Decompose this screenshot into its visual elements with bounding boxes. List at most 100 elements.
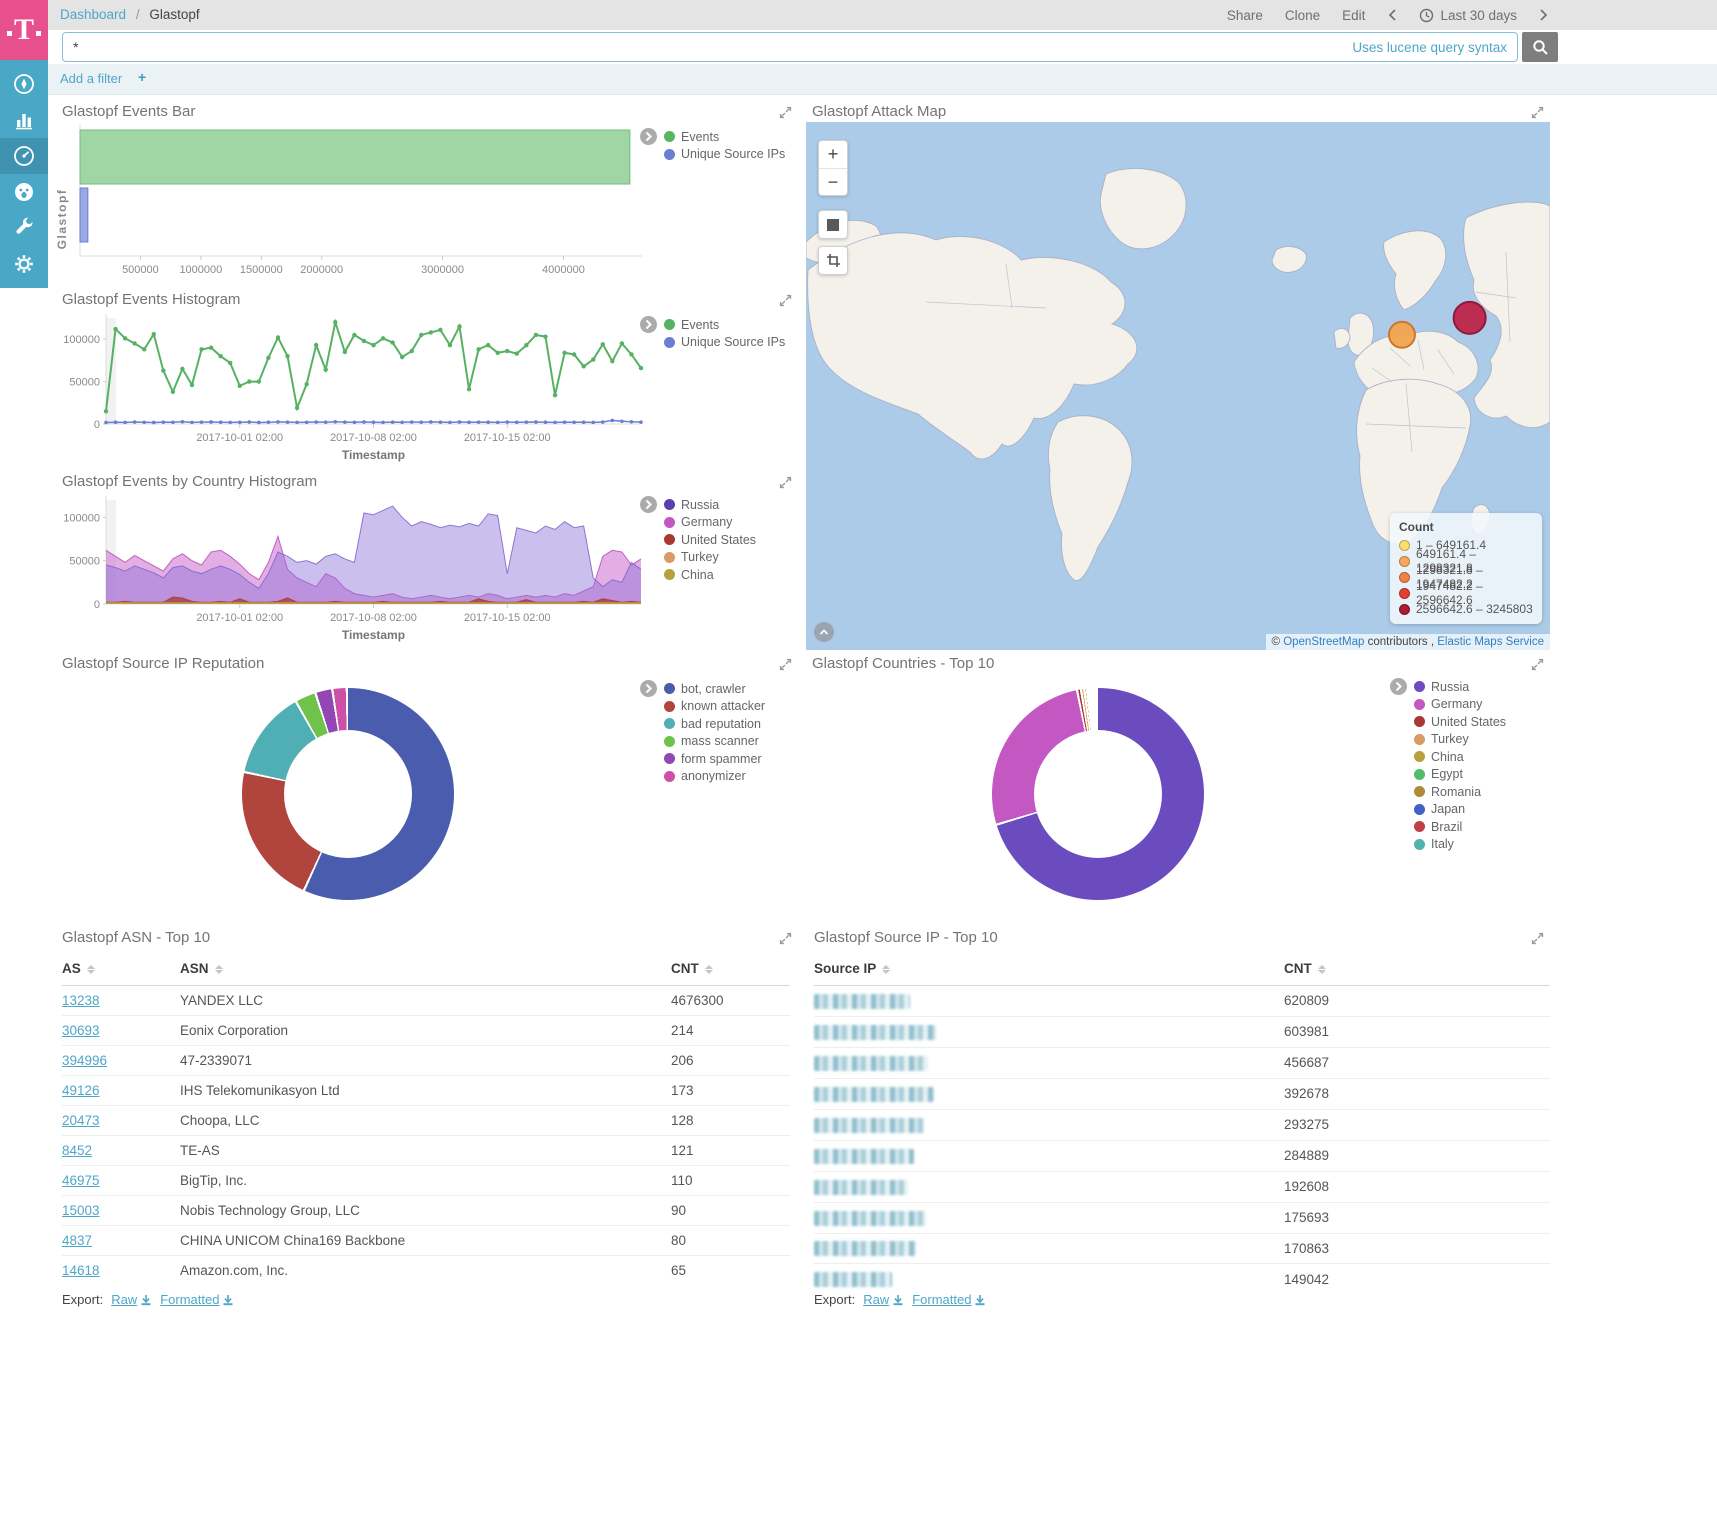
as-number-link[interactable]: 13238 <box>62 993 100 1008</box>
legend-item[interactable]: bot, crawler <box>664 680 765 698</box>
legend-item[interactable]: bad reputation <box>664 715 765 733</box>
sidebar-item-dashboard[interactable] <box>0 138 48 174</box>
search-button[interactable] <box>1522 32 1558 62</box>
legend-item[interactable]: Events <box>664 316 785 334</box>
export-formatted-link[interactable]: Formatted <box>160 1292 234 1307</box>
expand-icon[interactable] <box>779 932 792 945</box>
column-header-as[interactable]: AS <box>62 954 180 986</box>
legend-item[interactable]: Germany <box>1414 696 1506 714</box>
legend-toggle[interactable] <box>1390 678 1407 695</box>
as-number-link[interactable]: 8452 <box>62 1143 93 1158</box>
expand-icon[interactable] <box>1531 658 1544 671</box>
openstreetmap-link[interactable]: OpenStreetMap <box>1283 636 1365 648</box>
as-number-link[interactable]: 49126 <box>62 1083 100 1098</box>
export-raw-link[interactable]: Raw <box>111 1292 152 1307</box>
wrench-icon <box>16 217 33 234</box>
as-number-link[interactable]: 46975 <box>62 1173 100 1188</box>
as-number-link[interactable]: 394996 <box>62 1053 108 1068</box>
expand-icon[interactable] <box>1531 106 1544 119</box>
sort-icon[interactable] <box>214 964 223 974</box>
panel-title: Glastopf Source IP - Top 10 <box>814 929 998 946</box>
sort-icon[interactable] <box>86 964 95 974</box>
sidebar-item-monitoring[interactable] <box>0 174 48 210</box>
legend-item[interactable]: Egypt <box>1414 766 1506 784</box>
legend-item[interactable]: anonymizer <box>664 768 765 786</box>
legend-item[interactable]: Romania <box>1414 783 1506 801</box>
expand-icon[interactable] <box>779 476 792 489</box>
attack-point-western-russia[interactable] <box>1452 300 1487 335</box>
redacted-source-ip <box>814 1117 924 1133</box>
legend-item[interactable]: mass scanner <box>664 733 765 751</box>
legend-toggle[interactable] <box>640 316 657 333</box>
sort-icon[interactable] <box>704 964 713 974</box>
sort-icon[interactable] <box>882 964 891 974</box>
legend-toggle[interactable] <box>640 128 657 145</box>
legend-item[interactable]: Russia <box>1414 678 1506 696</box>
legend-item[interactable]: known attacker <box>664 698 765 716</box>
legend-item[interactable]: Unique Source IPs <box>664 334 785 352</box>
query-input[interactable]: * Uses lucene query syntax <box>62 32 1518 62</box>
column-header-cnt[interactable]: CNT <box>671 954 790 986</box>
as-number-link[interactable]: 15003 <box>62 1203 100 1218</box>
breadcrumb-dashboard-link[interactable]: Dashboard <box>60 7 127 22</box>
attack-point-central-europe[interactable] <box>1387 320 1416 349</box>
as-number-link[interactable]: 14618 <box>62 1263 100 1278</box>
export-raw-link[interactable]: Raw <box>863 1292 904 1307</box>
expand-icon[interactable] <box>779 294 792 307</box>
sidebar-item-discover[interactable] <box>0 66 48 102</box>
world-map[interactable]: + − Count 1 – 649161.4 649161.4 – 1298321… <box>806 122 1550 650</box>
expand-icon[interactable] <box>779 106 792 119</box>
column-header-source-ip[interactable]: Source IP <box>814 954 1284 986</box>
column-header-cnt[interactable]: CNT <box>1284 954 1550 986</box>
expand-icon[interactable] <box>779 658 792 671</box>
tmobile-logo[interactable]: T <box>0 0 48 60</box>
events-histogram-chart[interactable]: 100000 50000 0 2017-10-01 02:00 2017-10-08 0… <box>56 312 656 464</box>
as-number-link[interactable]: 30693 <box>62 1023 100 1038</box>
country-histogram-chart[interactable]: 100000 50000 0 2017-10-01 02:00 2017-10-08 0… <box>56 492 656 648</box>
legend-item[interactable]: United States <box>1414 713 1506 731</box>
draw-rectangle-button[interactable] <box>818 246 848 275</box>
lucene-hint-link[interactable]: Uses lucene query syntax <box>1352 39 1507 55</box>
legend-item[interactable]: United States <box>664 531 756 549</box>
sort-icon[interactable] <box>1317 964 1326 974</box>
column-header-asn[interactable]: ASN <box>180 954 671 986</box>
fit-bounds-button[interactable] <box>818 210 848 239</box>
time-forward-chevron-icon[interactable] <box>1539 8 1549 22</box>
panel-title: Glastopf ASN - Top 10 <box>62 929 211 946</box>
time-picker[interactable]: Last 30 days <box>1419 8 1517 23</box>
legend-item[interactable]: Turkey <box>1414 731 1506 749</box>
legend-item[interactable]: Germany <box>664 514 756 532</box>
zoom-in-button[interactable]: + <box>827 144 839 164</box>
clone-button[interactable]: Clone <box>1284 7 1321 23</box>
legend-item[interactable]: Events <box>664 128 785 146</box>
export-row: Export: Raw Formatted <box>62 1292 234 1307</box>
legend-item[interactable]: Turkey <box>664 549 756 567</box>
map-attribution-toggle[interactable] <box>814 622 834 642</box>
elastic-maps-link[interactable]: Elastic Maps Service <box>1437 636 1544 648</box>
expand-icon[interactable] <box>1531 932 1544 945</box>
legend-item[interactable]: Japan <box>1414 801 1506 819</box>
legend-item[interactable]: form spammer <box>664 750 765 768</box>
legend-item[interactable]: China <box>1414 748 1506 766</box>
events-bar-chart[interactable]: Glastopf 500000 1000000 1500000 2000000 30000… <box>56 124 656 284</box>
legend-toggle[interactable] <box>640 496 657 513</box>
add-filter-link[interactable]: Add a filter <box>60 71 123 86</box>
legend-item[interactable]: Italy <box>1414 836 1506 854</box>
plus-icon[interactable]: + <box>138 69 147 85</box>
as-number-link[interactable]: 4837 <box>62 1233 93 1248</box>
legend-toggle[interactable] <box>640 680 657 697</box>
edit-button[interactable]: Edit <box>1342 7 1366 23</box>
legend-item[interactable]: Brazil <box>1414 818 1506 836</box>
sidebar-item-management[interactable] <box>0 246 48 282</box>
share-button[interactable]: Share <box>1226 7 1263 23</box>
as-number-link[interactable]: 20473 <box>62 1113 100 1128</box>
legend-item[interactable]: Russia <box>664 496 756 514</box>
panel-title: Glastopf Events Bar <box>62 103 196 120</box>
sidebar-item-tools[interactable] <box>0 210 48 246</box>
sidebar-item-visualize[interactable] <box>0 102 48 138</box>
zoom-out-button[interactable]: − <box>819 168 847 195</box>
export-formatted-link[interactable]: Formatted <box>912 1292 986 1307</box>
time-back-chevron-icon[interactable] <box>1387 8 1397 22</box>
legend-item[interactable]: Unique Source IPs <box>664 146 785 164</box>
legend-item[interactable]: China <box>664 566 756 584</box>
